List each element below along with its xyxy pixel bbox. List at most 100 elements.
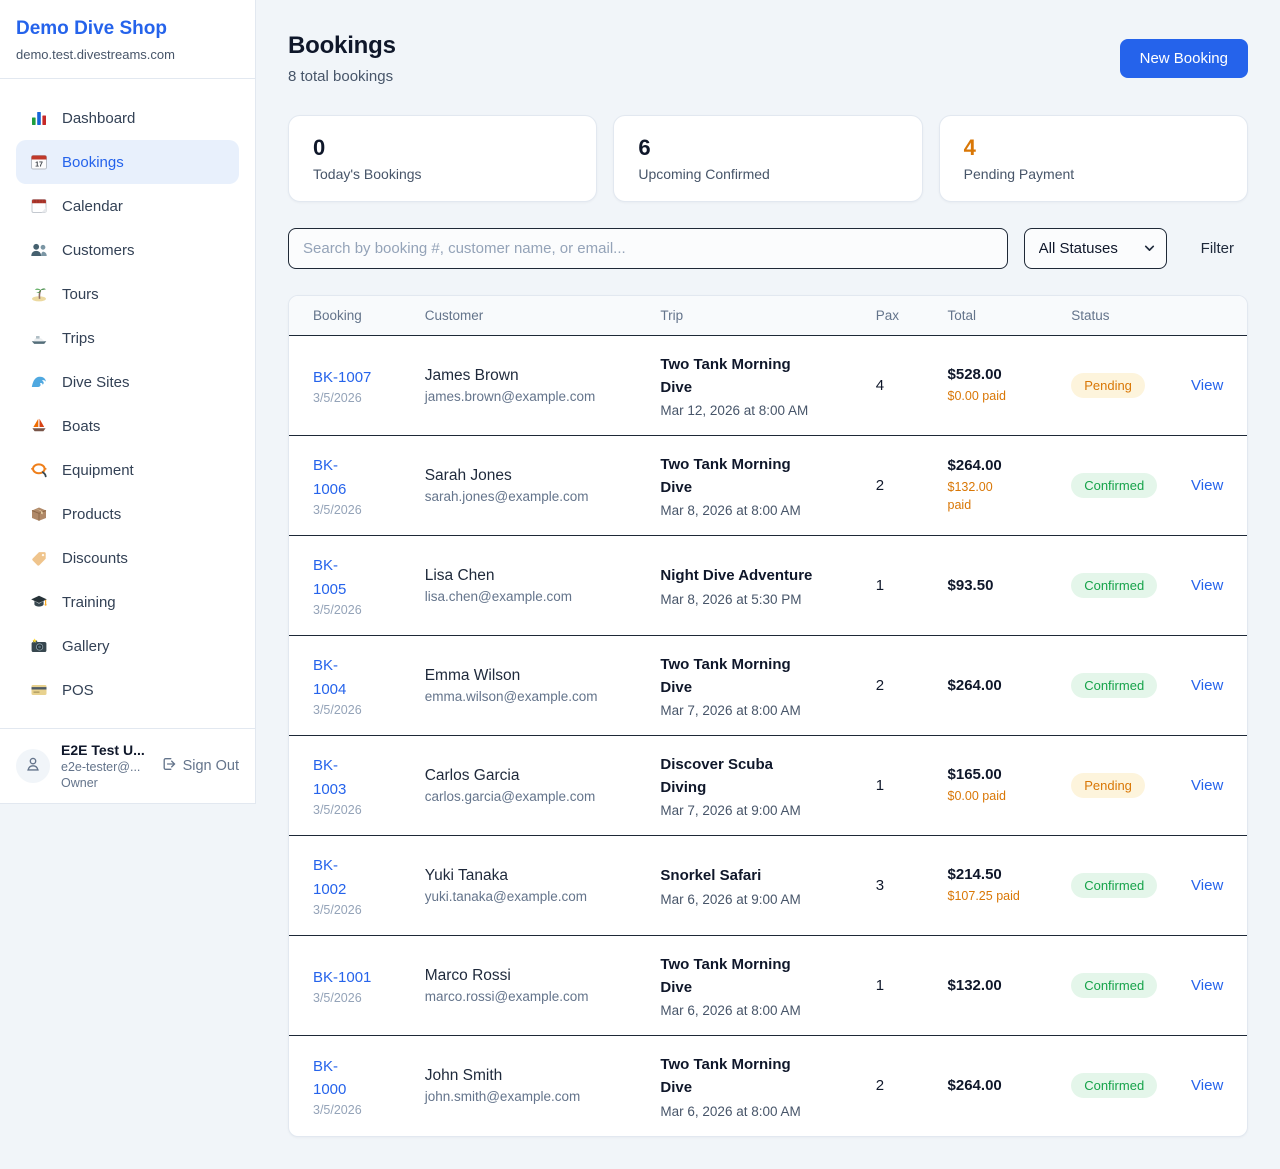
view-link[interactable]: View xyxy=(1191,976,1224,994)
customer-email: john.smith@example.com xyxy=(424,1089,581,1105)
customer-name: Lisa Chen xyxy=(424,567,495,584)
booking-id-link[interactable]: BK- 1000 xyxy=(313,1057,347,1098)
paid-amount: $107.25 paid xyxy=(947,888,1020,903)
trip-datetime: Mar 7, 2026 at 8:00 AM xyxy=(660,703,801,719)
total-amount: $264.00 xyxy=(947,1077,1002,1095)
page-title: Bookings xyxy=(288,32,396,59)
column-header-customer: Customer xyxy=(424,296,661,336)
sidebar-item-trips[interactable]: Trips xyxy=(16,316,239,360)
sidebar-item-bookings[interactable]: 17 Bookings xyxy=(16,140,239,184)
table-row: BK- 1003 3/5/2026 Carlos Garcia carlos.g… xyxy=(289,735,1247,836)
view-link[interactable]: View xyxy=(1191,876,1224,894)
trip-name: Discover Scuba Diving xyxy=(660,755,773,796)
total-amount: $214.50 xyxy=(947,865,1002,883)
customer-name: Marco Rossi xyxy=(424,967,511,984)
table-header-row: Booking Customer Trip Pax Total Status xyxy=(289,296,1247,336)
booking-date: 3/5/2026 xyxy=(313,802,362,817)
pax-value: 1 xyxy=(875,776,885,794)
customer-name: Carlos Garcia xyxy=(424,767,520,784)
trip-datetime: Mar 6, 2026 at 8:00 AM xyxy=(660,1103,801,1119)
sign-out-button[interactable]: Sign Out xyxy=(161,756,239,776)
table-row: BK- 1004 3/5/2026 Emma Wilson emma.wilso… xyxy=(289,635,1247,736)
table-row: BK- 1000 3/5/2026 John Smith john.smith@… xyxy=(289,1035,1247,1136)
filter-button[interactable]: Filter xyxy=(1187,240,1248,257)
trip-name: Two Tank Morning Dive xyxy=(660,355,791,396)
customer-name: James Brown xyxy=(424,367,519,384)
sidebar-item-calendar[interactable]: Calendar xyxy=(16,184,239,228)
view-link[interactable]: View xyxy=(1191,476,1224,494)
table-body: BK-1007 3/5/2026 James Brown james.brown… xyxy=(289,336,1247,1136)
package-icon xyxy=(29,505,49,523)
customer-name: Sarah Jones xyxy=(424,467,512,484)
sign-out-label: Sign Out xyxy=(182,758,239,774)
paid-amount: $132.00 paid xyxy=(947,479,993,512)
page-header: Bookings 8 total bookings New Booking xyxy=(288,32,1248,85)
stat-value: 6 xyxy=(638,135,651,160)
trip-name: Snorkel Safari xyxy=(660,867,762,885)
page-header-titles: Bookings 8 total bookings xyxy=(288,32,396,85)
credit-card-icon xyxy=(29,681,49,699)
status-badge: Confirmed xyxy=(1071,973,1158,998)
booking-id-link[interactable]: BK-1001 xyxy=(313,968,372,986)
booking-date: 3/5/2026 xyxy=(313,502,362,517)
table-row: BK- 1006 3/5/2026 Sarah Jones sarah.jone… xyxy=(289,435,1247,536)
sidebar-item-tours[interactable]: Tours xyxy=(16,272,239,316)
booking-id-link[interactable]: BK- 1002 xyxy=(313,857,347,898)
booking-id-link[interactable]: BK- 1006 xyxy=(313,457,347,498)
view-link[interactable]: View xyxy=(1191,676,1224,694)
trip-datetime: Mar 6, 2026 at 8:00 AM xyxy=(660,1003,801,1019)
person-icon xyxy=(24,755,42,778)
trip-datetime: Mar 8, 2026 at 8:00 AM xyxy=(660,503,801,519)
trip-datetime: Mar 8, 2026 at 5:30 PM xyxy=(660,591,802,607)
pax-value: 1 xyxy=(875,576,885,594)
filter-row: All Statuses Filter xyxy=(288,228,1248,269)
trip-name: Night Dive Adventure xyxy=(660,567,813,585)
paid-amount: $0.00 paid xyxy=(947,388,1006,403)
people-icon xyxy=(29,241,49,259)
stat-cards: 0 Today's Bookings 6 Upcoming Confirmed … xyxy=(288,115,1248,202)
logout-icon xyxy=(161,756,177,776)
search-input[interactable] xyxy=(288,228,1008,269)
view-link[interactable]: View xyxy=(1191,376,1224,394)
pax-value: 2 xyxy=(875,1076,885,1094)
status-select-wrap: All Statuses xyxy=(1023,228,1167,269)
status-badge: Pending xyxy=(1071,373,1145,398)
wave-icon xyxy=(29,373,49,391)
sidebar-item-gallery[interactable]: Gallery xyxy=(16,624,239,668)
sidebar-item-customers[interactable]: Customers xyxy=(16,228,239,272)
customer-email: james.brown@example.com xyxy=(424,389,596,404)
booking-id-link[interactable]: BK-1007 xyxy=(313,368,372,386)
sailboat-icon xyxy=(29,417,49,435)
status-select[interactable]: All Statuses xyxy=(1023,228,1167,269)
view-link[interactable]: View xyxy=(1191,1076,1224,1094)
island-icon xyxy=(29,285,49,303)
sidebar-item-training[interactable]: Training xyxy=(16,580,239,624)
sidebar-item-discounts[interactable]: Discounts xyxy=(16,536,239,580)
table-row: BK- 1005 3/5/2026 Lisa Chen lisa.chen@ex… xyxy=(289,535,1247,636)
booking-id-link[interactable]: BK- 1004 xyxy=(313,657,347,698)
booking-id-link[interactable]: BK- 1005 xyxy=(313,557,347,598)
sidebar-item-pos[interactable]: POS xyxy=(16,668,239,712)
column-header-status: Status xyxy=(1071,296,1192,336)
table-row: BK- 1002 3/5/2026 Yuki Tanaka yuki.tanak… xyxy=(289,835,1247,936)
pax-value: 1 xyxy=(875,976,885,994)
customer-name: Yuki Tanaka xyxy=(424,867,509,884)
view-link[interactable]: View xyxy=(1191,576,1224,594)
view-link[interactable]: View xyxy=(1191,776,1224,794)
total-amount: $264.00 xyxy=(947,456,1002,474)
tear-off-calendar-icon xyxy=(29,197,49,215)
booking-id-link[interactable]: BK- 1003 xyxy=(313,757,347,798)
brand-block: Demo Dive Shop demo.test.divestreams.com xyxy=(0,0,255,79)
pax-value: 2 xyxy=(875,676,885,694)
sidebar-item-products[interactable]: Products xyxy=(16,492,239,536)
sidebar-item-dashboard[interactable]: Dashboard xyxy=(16,96,239,140)
sidebar-item-dive-sites[interactable]: Dive Sites xyxy=(16,360,239,404)
sidebar-item-boats[interactable]: Boats xyxy=(16,404,239,448)
stat-card: 4 Pending Payment xyxy=(938,115,1248,202)
status-badge: Confirmed xyxy=(1071,673,1158,698)
sidebar-item-equipment[interactable]: Equipment xyxy=(16,448,239,492)
new-booking-button[interactable]: New Booking xyxy=(1119,39,1248,78)
sidebar: Demo Dive Shop demo.test.divestreams.com… xyxy=(0,0,256,804)
user-email: e2e-tester@... xyxy=(61,760,141,774)
